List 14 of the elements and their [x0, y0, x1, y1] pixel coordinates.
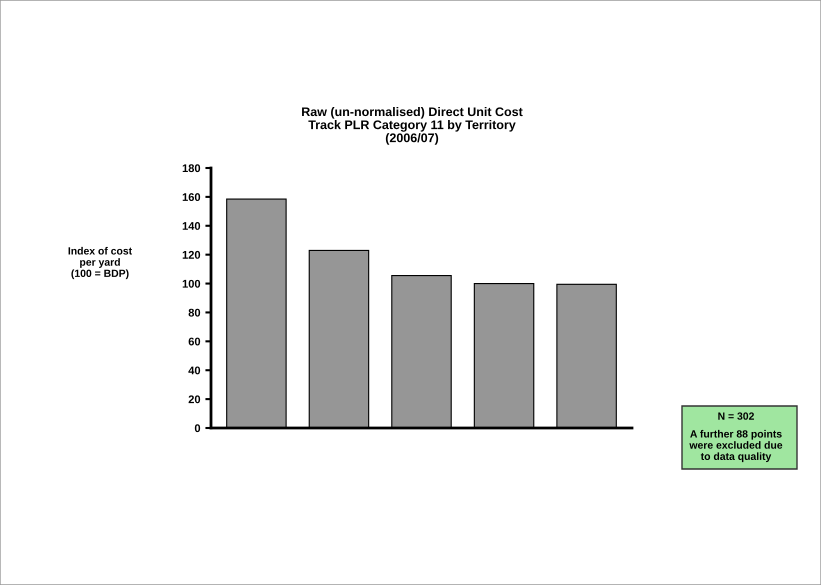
y-tick-label: 160 [182, 193, 200, 202]
y-tick-label: 20 [188, 395, 200, 404]
y-tick-label: 0 [194, 424, 200, 432]
y-tick-label: 120 [182, 250, 200, 259]
y-tick-label: 40 [188, 366, 200, 374]
y-axis-title: Index of cost per yard (100 = BDP) [68, 246, 132, 280]
y-tick-label: 180 [182, 164, 200, 172]
y-tick-label: 100 [182, 280, 200, 288]
text: N = 302 [718, 412, 754, 420]
chart-title: Raw (un-normalised) Direct Unit Cost Track PLR Category 11 by Territory (2006/07) [302, 107, 523, 145]
y-tick-label: 140 [182, 222, 200, 230]
y-tick-label: 60 [188, 338, 200, 346]
text: A further 88 points were excluded due to data quality [689, 430, 782, 462]
y-tick-label: 80 [188, 308, 200, 317]
